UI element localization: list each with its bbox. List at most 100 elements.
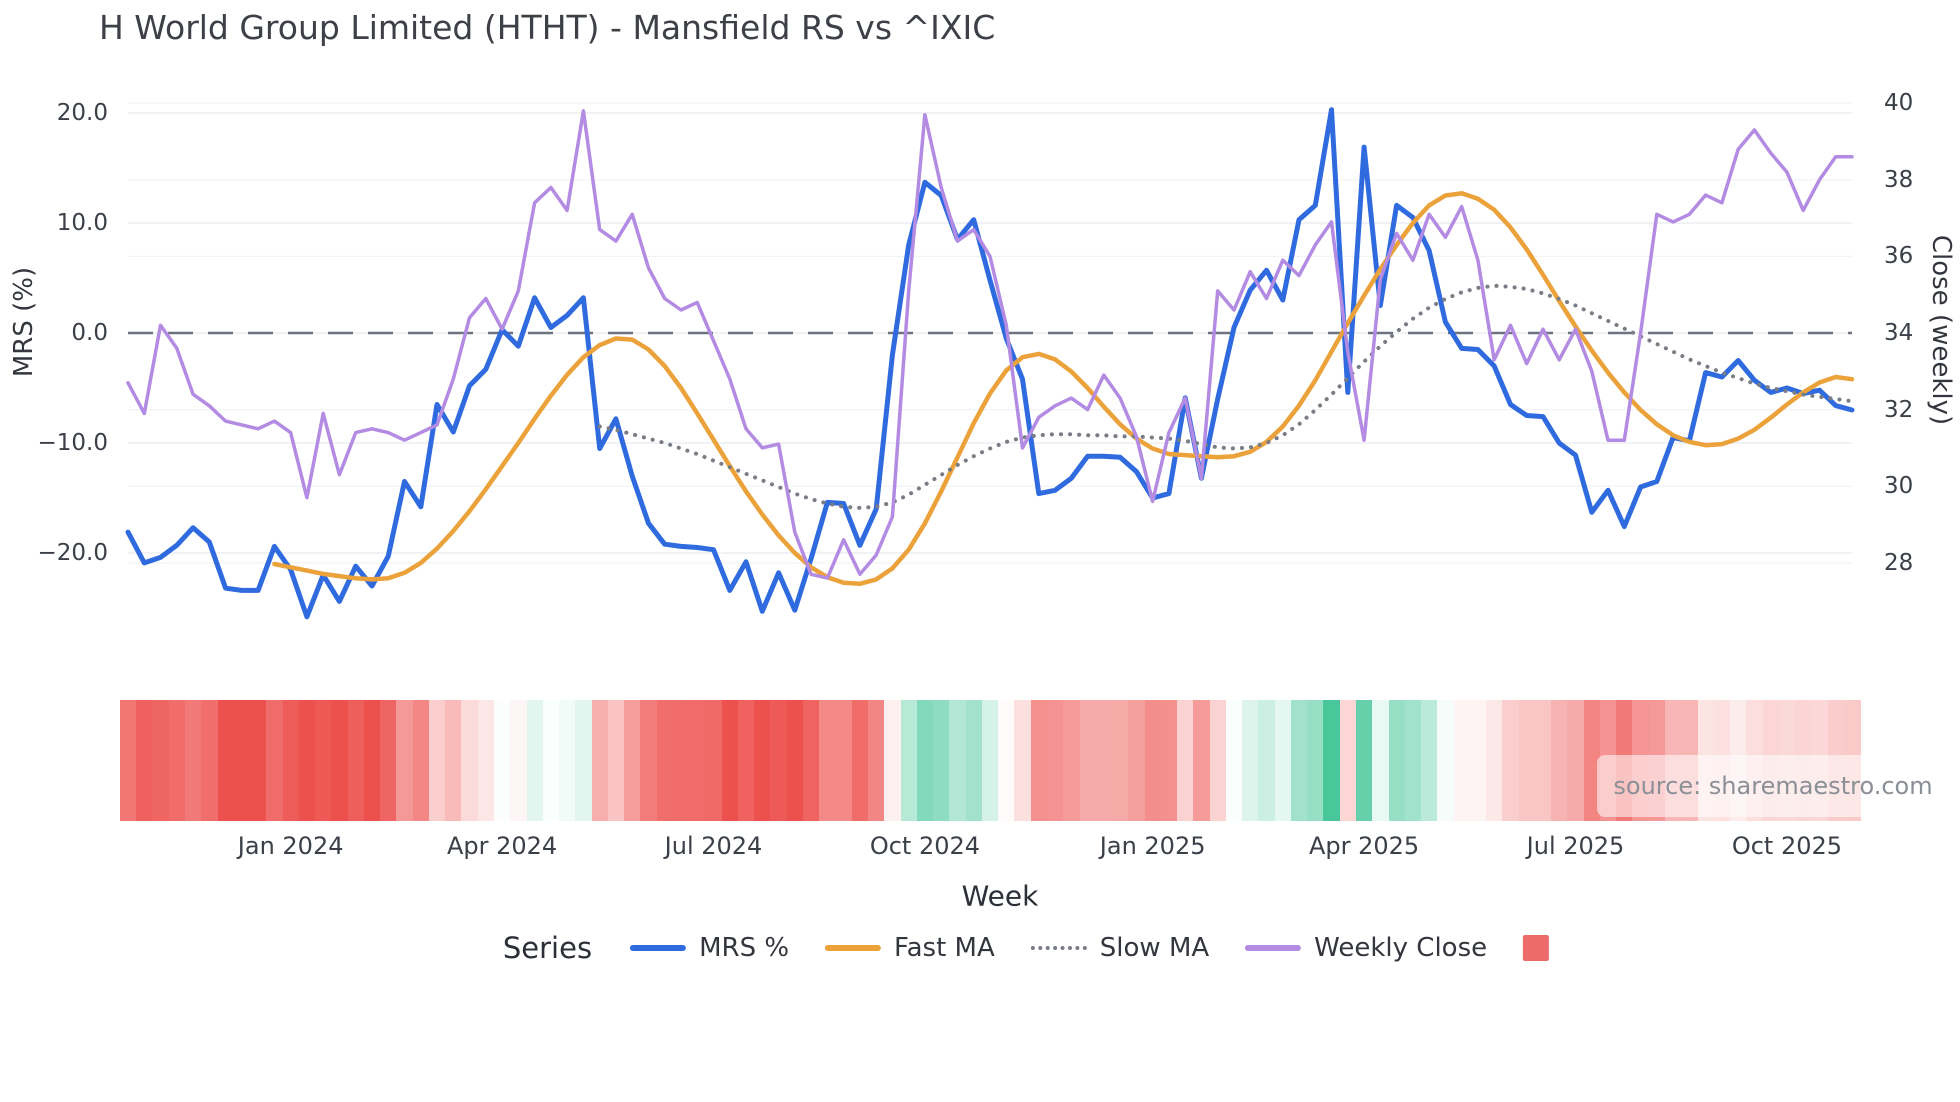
heatmap-cell [916, 700, 934, 821]
legend-dotted-swatch [1030, 946, 1087, 950]
heatmap-cell [250, 700, 267, 821]
right-axis-tick: 38 [1884, 166, 1914, 193]
right-axis-tick: 30 [1884, 473, 1914, 500]
heatmap-cell [575, 700, 593, 821]
heatmap-cell [851, 700, 869, 821]
heatmap-cell [737, 700, 755, 821]
left-axis-tick: −10.0 [37, 430, 108, 456]
heatmap-cell [201, 700, 219, 821]
heatmap-cell [981, 700, 999, 821]
heatmap-cell [396, 700, 414, 821]
heatmap-cell [136, 700, 153, 821]
heatmap-cell [1290, 700, 1308, 821]
heatmap-cell [1469, 700, 1487, 821]
heatmap-cell [510, 700, 528, 821]
heatmap-cell [217, 700, 235, 821]
heatmap-cell [1046, 700, 1064, 821]
heatmap-cell [1534, 700, 1552, 821]
legend-item-label: Weekly Close [1314, 933, 1488, 963]
x-axis-tick: Oct 2025 [1731, 832, 1843, 860]
heatmap-cell [868, 700, 885, 821]
heatmap-cell [152, 700, 170, 821]
heatmap-cell [184, 700, 202, 821]
heatmap-cell [965, 700, 983, 821]
heatmap-cell [835, 700, 853, 821]
x-axis-tick: Apr 2024 [446, 832, 558, 860]
heatmap-cell [347, 700, 365, 821]
heatmap-cell [119, 700, 137, 821]
heatmap-cell [1502, 700, 1520, 821]
heatmap-cell [884, 700, 902, 821]
heatmap-cell [1079, 700, 1097, 821]
heatmap-cell [721, 700, 739, 821]
legend-item-label: Slow MA [1099, 933, 1210, 963]
heatmap-cell [900, 700, 918, 821]
heatmap-cell [803, 700, 820, 821]
left-axis-tick: 20.0 [56, 100, 108, 126]
heatmap-cell [1551, 700, 1568, 821]
heatmap-cell [526, 700, 544, 821]
legend: Series MRS % Fast MA Slow MA Weekly Close [502, 922, 1550, 974]
right-axis-tick: 34 [1884, 320, 1914, 346]
heatmap-cell [1437, 700, 1455, 821]
left-axis-tick: 0.0 [71, 320, 108, 346]
chart-title: H World Group Limited (HTHT) - Mansfield… [99, 8, 996, 47]
right-axis-tick: 32 [1884, 396, 1914, 423]
heatmap-cell [705, 700, 723, 821]
heatmap-cell [689, 700, 706, 821]
heatmap-cell [1112, 700, 1129, 821]
legend-item-label: MRS % [699, 933, 790, 963]
x-axis-title: Week [961, 879, 1039, 913]
legend-square-swatch [1523, 935, 1550, 961]
heatmap-cell [1030, 700, 1048, 821]
heatmap-cell [1372, 700, 1390, 821]
heatmap-cell [1339, 700, 1357, 821]
series-mrs- [125, 107, 1855, 620]
heatmap-cell [412, 700, 430, 821]
heatmap-cell [298, 700, 316, 821]
x-axis-tick: Jul 2025 [1526, 832, 1625, 860]
heatmap-cell [1567, 700, 1585, 821]
heatmap-cell [1421, 700, 1438, 821]
heatmap-cell [949, 700, 967, 821]
heatmap-cell [1095, 700, 1113, 821]
series-fast-ma [272, 191, 1855, 587]
source-text: source: sharemaestro.com [1613, 772, 1933, 800]
x-axis-tick: Jan 2025 [1099, 832, 1206, 860]
heatmap-cell [1404, 700, 1422, 821]
x-axis-tick: Jan 2024 [237, 832, 344, 860]
heatmap-cell [363, 700, 381, 821]
legend-line-swatch [630, 945, 687, 951]
heatmap-cell [331, 700, 349, 821]
legend-title: Series [502, 931, 593, 965]
heatmap-cell [607, 700, 625, 821]
heatmap-cell [770, 700, 788, 821]
right-axis-tick: 36 [1884, 243, 1914, 270]
heatmap-cell [315, 700, 332, 821]
heatmap-cell [754, 700, 772, 821]
heatmap-cell [1242, 700, 1259, 821]
heatmap-cell [591, 700, 609, 821]
heatmap-cell [1307, 700, 1325, 821]
heatmap-cell [428, 700, 446, 821]
source-watermark: source: sharemaestro.com [1597, 755, 1949, 817]
heatmap-cell [786, 700, 804, 821]
heatmap-cell [624, 700, 641, 821]
heatmap-cell [477, 700, 495, 821]
heatmap-cell [1583, 700, 1601, 821]
legend-item-mrs-: MRS % [630, 933, 789, 963]
heatmap-cell [445, 700, 463, 821]
series-slow-ma [597, 283, 1854, 510]
heatmap-cell [1388, 700, 1406, 821]
heatmap-cell [933, 700, 950, 821]
heatmap-cell [1225, 700, 1243, 821]
right-axis-tick: 28 [1884, 549, 1914, 576]
heatmap-cell [559, 700, 576, 821]
heatmap-cell [1160, 700, 1178, 821]
legend-item-slow-ma: Slow MA [1030, 933, 1210, 963]
left-axis-tick: −20.0 [37, 540, 108, 566]
right-axis-tick: 40 [1884, 90, 1914, 117]
heatmap-cell [1014, 700, 1032, 821]
heatmap-cell [672, 700, 690, 821]
legend-line-swatch [825, 945, 882, 951]
